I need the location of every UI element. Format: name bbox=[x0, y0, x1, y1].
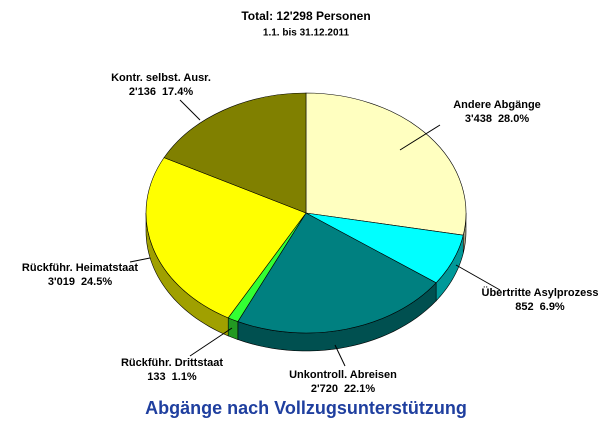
value-label: 852 bbox=[515, 301, 533, 313]
slice-value: 2'720 22.1% bbox=[311, 383, 376, 395]
slice-label: Übertritte Asylprozess bbox=[482, 286, 599, 299]
leader-lines bbox=[129, 99, 501, 367]
slice-value: 2'136 17.4% bbox=[129, 86, 194, 98]
leader-line bbox=[179, 99, 201, 121]
slice-label: Rückführ. Heimatstaat bbox=[22, 262, 138, 274]
chart-caption: Abgänge nach Vollzugsunterstützung bbox=[145, 398, 467, 418]
slice bbox=[163, 92, 307, 214]
slice-value: 3'019 24.5% bbox=[48, 276, 113, 288]
slice-label: Unkontroll. Abreisen bbox=[289, 369, 397, 381]
value-label: 2'136 bbox=[129, 86, 156, 98]
percent-label: 6.9% bbox=[540, 301, 565, 313]
chart-title: Total: 12'298 Personen bbox=[241, 9, 370, 23]
value-label: 3'438 bbox=[465, 113, 492, 125]
percent-label: 1.1% bbox=[172, 371, 197, 383]
percent-label: 17.4% bbox=[162, 86, 193, 98]
percent-label: 28.0% bbox=[498, 113, 529, 125]
chart-subtitle: 1.1. bis 31.12.2011 bbox=[263, 28, 350, 39]
slice-label: Rückführ. Drittstaat bbox=[121, 357, 223, 369]
leader-line bbox=[129, 257, 151, 263]
slice bbox=[305, 92, 467, 236]
leader-line bbox=[455, 264, 501, 291]
slice-value: 133 1.1% bbox=[147, 371, 197, 383]
leader-line bbox=[189, 327, 233, 357]
slice-label: Andere Abgänge bbox=[453, 99, 541, 111]
value-label: 2'720 bbox=[311, 383, 338, 395]
pie bbox=[145, 92, 467, 352]
slice-label: Kontr. selbst. Ausr. bbox=[111, 72, 211, 84]
slice-value: 852 6.9% bbox=[515, 301, 565, 313]
percent-label: 24.5% bbox=[81, 276, 112, 288]
leader-line bbox=[399, 124, 441, 151]
slice-value: 3'438 28.0% bbox=[465, 113, 530, 125]
value-label: 133 bbox=[147, 371, 165, 383]
leader-line bbox=[334, 344, 346, 367]
value-label: 3'019 bbox=[48, 276, 75, 288]
percent-label: 22.1% bbox=[344, 383, 375, 395]
